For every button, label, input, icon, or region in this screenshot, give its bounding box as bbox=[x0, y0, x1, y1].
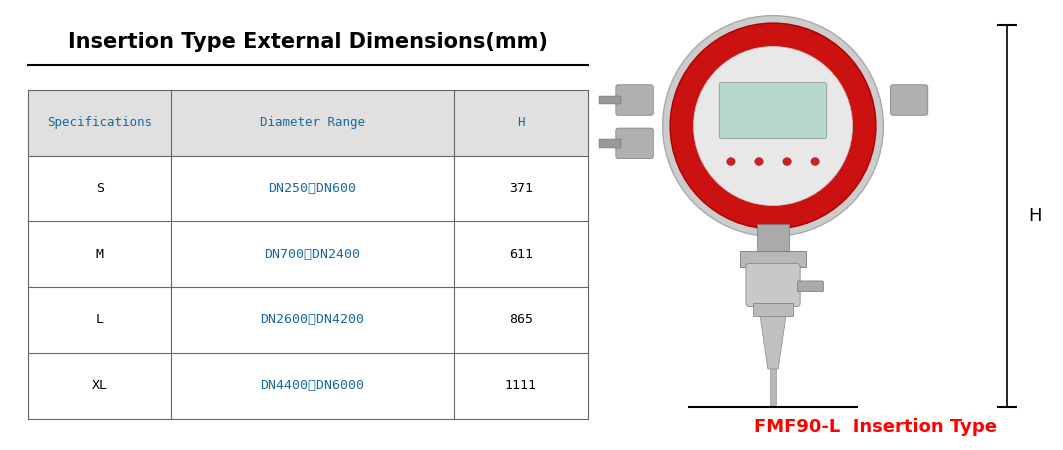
FancyBboxPatch shape bbox=[891, 85, 928, 115]
Bar bbox=[770, 369, 776, 405]
Bar bbox=[29, 90, 588, 156]
Text: DN4400～DN6000: DN4400～DN6000 bbox=[260, 379, 365, 392]
Text: FMF90-L  Insertion Type: FMF90-L Insertion Type bbox=[755, 418, 997, 436]
Text: Insertion Type External Dimensions(mm): Insertion Type External Dimensions(mm) bbox=[68, 32, 549, 51]
Text: 865: 865 bbox=[509, 314, 533, 326]
Ellipse shape bbox=[693, 46, 853, 206]
Bar bbox=[600, 96, 621, 104]
Text: M: M bbox=[96, 248, 104, 261]
Text: DN700～DN2400: DN700～DN2400 bbox=[265, 248, 360, 261]
Bar bbox=[757, 224, 790, 251]
FancyBboxPatch shape bbox=[615, 128, 654, 158]
Ellipse shape bbox=[755, 158, 763, 166]
Text: Diameter Range: Diameter Range bbox=[260, 117, 365, 129]
Bar bbox=[740, 251, 806, 267]
Bar bbox=[754, 303, 793, 316]
FancyBboxPatch shape bbox=[615, 85, 654, 115]
Text: 1111: 1111 bbox=[505, 379, 537, 392]
Ellipse shape bbox=[662, 16, 883, 236]
Polygon shape bbox=[760, 316, 786, 369]
Ellipse shape bbox=[670, 23, 876, 229]
Text: DN250～DN600: DN250～DN600 bbox=[269, 182, 356, 195]
Ellipse shape bbox=[782, 158, 791, 166]
Bar bbox=[600, 139, 621, 148]
FancyBboxPatch shape bbox=[720, 83, 827, 139]
Text: H: H bbox=[1028, 207, 1042, 225]
FancyBboxPatch shape bbox=[797, 281, 824, 292]
Text: XL: XL bbox=[91, 379, 107, 392]
Text: Specifications: Specifications bbox=[48, 117, 152, 129]
Text: L: L bbox=[96, 314, 104, 326]
Ellipse shape bbox=[811, 158, 820, 166]
Ellipse shape bbox=[727, 158, 736, 166]
Text: 611: 611 bbox=[509, 248, 533, 261]
FancyBboxPatch shape bbox=[746, 263, 800, 306]
Text: 371: 371 bbox=[509, 182, 533, 195]
Text: H: H bbox=[518, 117, 525, 129]
Text: DN2600～DN4200: DN2600～DN4200 bbox=[260, 314, 365, 326]
Text: S: S bbox=[96, 182, 104, 195]
